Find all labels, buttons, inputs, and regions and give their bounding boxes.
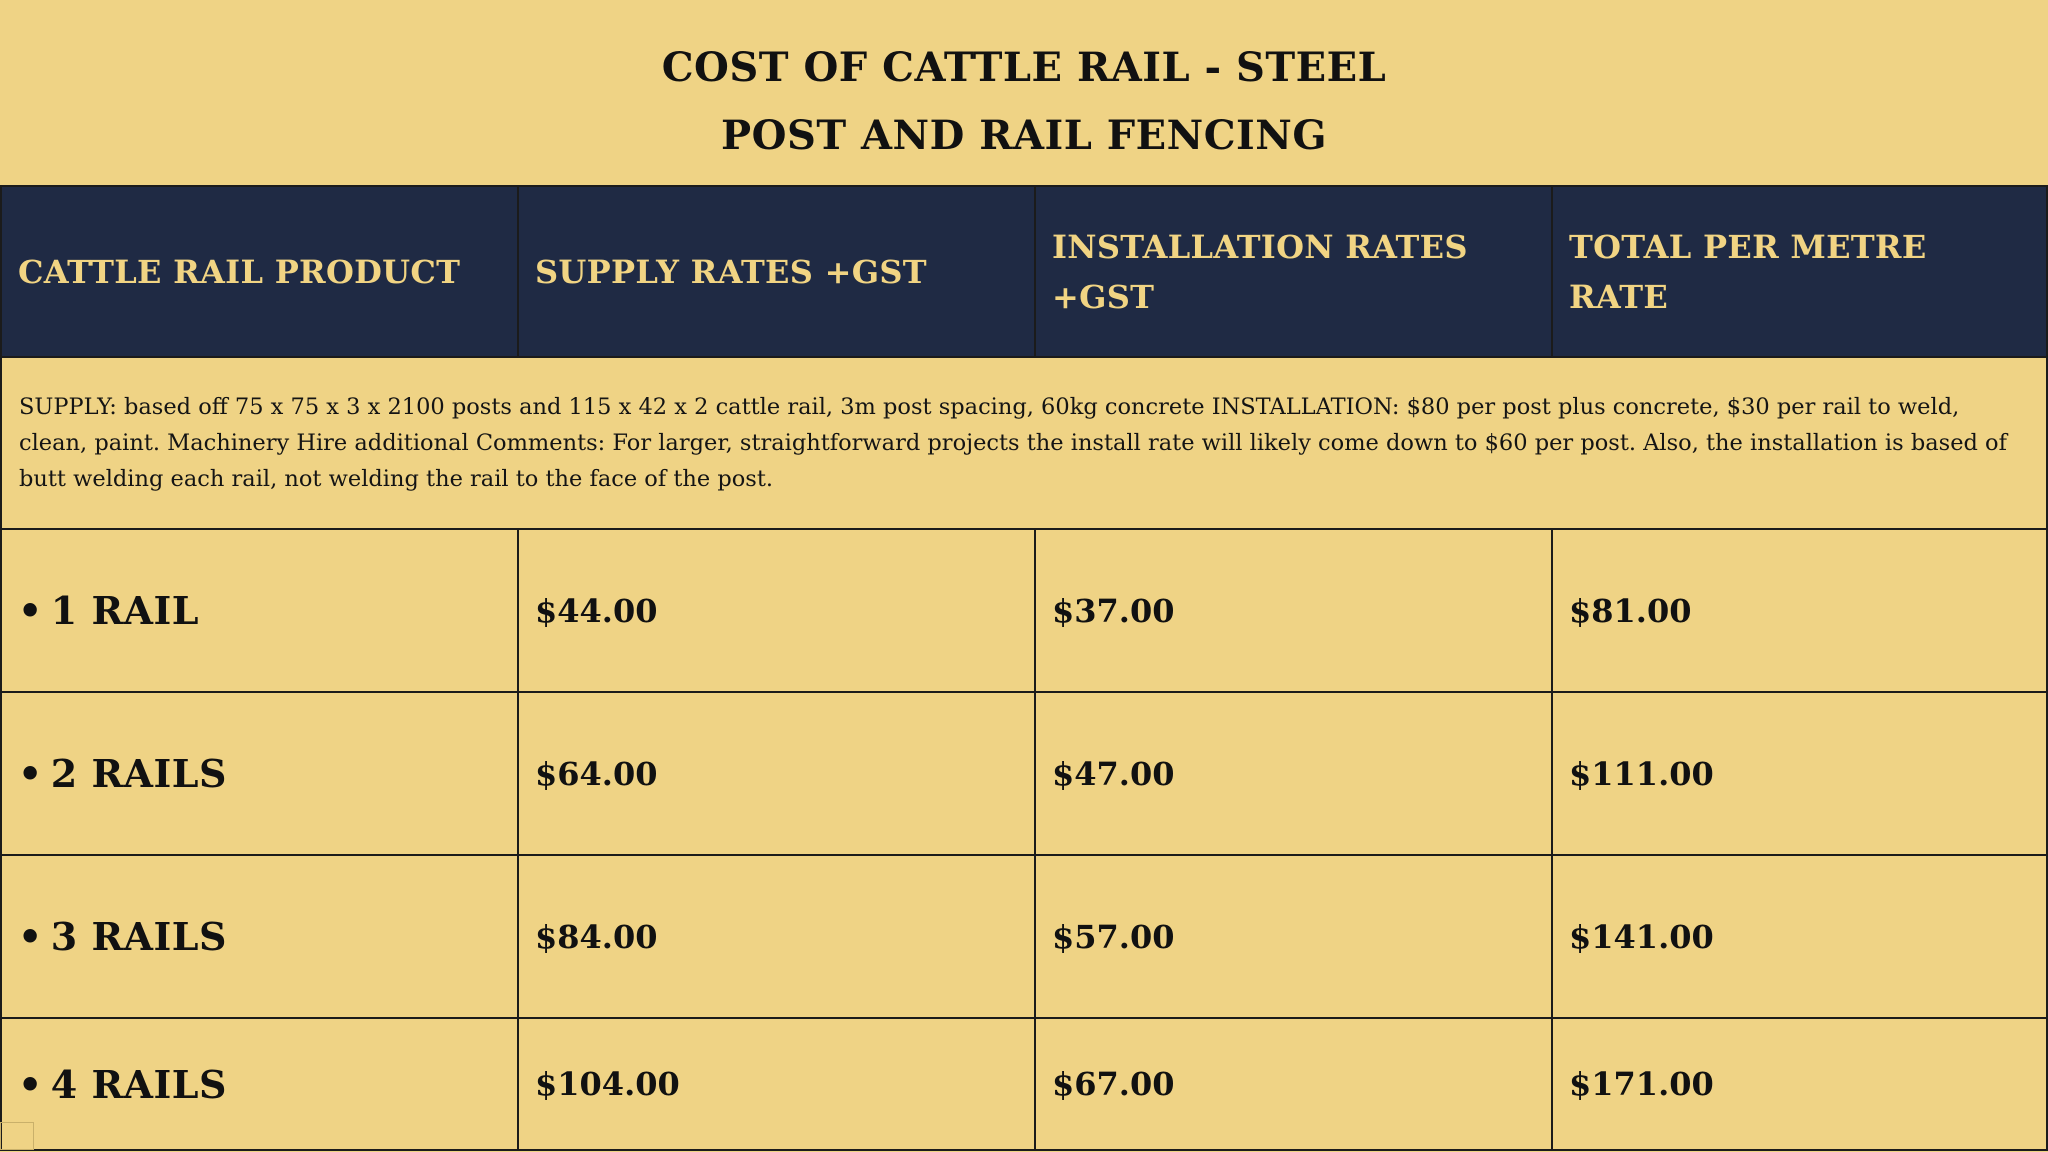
bullet-icon: • [18,1061,43,1107]
total-rate-cell: $111.00 [1551,691,2048,856]
title-line-1: COST OF CATTLE RAIL - STEEL [661,44,1387,91]
bullet-icon: • [18,588,43,633]
product-cell: • 4 RAILS [0,1017,519,1151]
table-row: • 1 RAIL $44.00 $37.00 $81.00 [0,528,2048,693]
total-rate-cell: $171.00 [1551,1017,2048,1151]
product-cell: • 3 RAILS [0,854,519,1019]
table-row: • 4 RAILS $104.00 $67.00 $171.00 [0,1017,2048,1151]
bullet-icon: • [18,751,43,796]
title-line-2: POST AND RAIL FENCING [721,112,1327,159]
bullet-icon: • [18,914,43,959]
product-cell: • 1 RAIL [0,528,519,693]
table-row: • 2 RAILS $64.00 $47.00 $111.00 [0,691,2048,856]
supply-rate-cell: $104.00 [517,1017,1036,1151]
product-label: 4 RAILS [50,1061,227,1107]
installation-rate-cell: $47.00 [1034,691,1553,856]
supply-installation-note: SUPPLY: based off 75 x 75 x 3 x 2100 pos… [0,356,2048,530]
supply-rate-cell: $64.00 [517,691,1036,856]
installation-rate-cell: $57.00 [1034,854,1553,1019]
table-row: • 3 RAILS $84.00 $57.00 $141.00 [0,854,2048,1019]
product-cell: • 2 RAILS [0,691,519,856]
header-total-rate: TOTAL PER METRE RATE [1551,185,2048,358]
header-installation-rates: INSTALLATION RATES +GST [1034,185,1553,358]
total-rate-cell: $81.00 [1551,528,2048,693]
product-label: 3 RAILS [50,914,227,959]
installation-rate-cell: $37.00 [1034,528,1553,693]
product-label: 1 RAIL [50,588,200,633]
supply-rate-cell: $84.00 [517,854,1036,1019]
header-product: CATTLE RAIL PRODUCT [0,185,519,358]
notes-row: SUPPLY: based off 75 x 75 x 3 x 2100 pos… [0,356,2048,530]
product-label: 2 RAILS [50,751,227,796]
header-supply-rates: SUPPLY RATES +GST [517,185,1036,358]
table-header-row: CATTLE RAIL PRODUCT SUPPLY RATES +GST IN… [0,185,2048,358]
page-title: COST OF CATTLE RAIL - STEEL POST AND RAI… [0,34,2048,170]
installation-rate-cell: $67.00 [1034,1017,1553,1151]
supply-rate-cell: $44.00 [517,528,1036,693]
total-rate-cell: $141.00 [1551,854,2048,1019]
pricing-table: CATTLE RAIL PRODUCT SUPPLY RATES +GST IN… [0,185,2048,1151]
selection-handle [0,1122,34,1150]
